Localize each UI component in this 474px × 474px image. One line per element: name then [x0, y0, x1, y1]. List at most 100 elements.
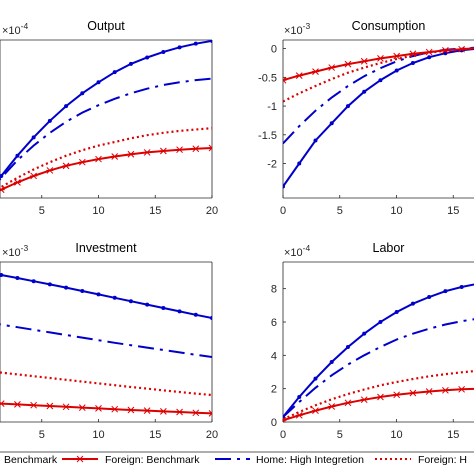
panel-title: Output [87, 19, 125, 33]
series-marker-dot [64, 104, 69, 109]
legend-marker-star [76, 455, 84, 463]
panel-title: Labor [373, 241, 405, 255]
series-marker-dot [329, 121, 334, 126]
series-marker-star [176, 408, 184, 416]
series-marker-star [13, 401, 21, 408]
series-marker-star [159, 147, 167, 155]
series-marker-star [95, 405, 102, 412]
series-marker-star [46, 167, 54, 174]
series-marker-star [0, 400, 5, 407]
series-marker-star [111, 153, 119, 160]
series-marker-dot [112, 70, 117, 75]
series-marker-dot [96, 80, 101, 85]
series-marker-dot [210, 40, 212, 43]
series-marker-dot [297, 395, 302, 399]
series-marker-dot [80, 289, 85, 293]
series-marker-dot [0, 173, 4, 178]
series-marker-star [176, 146, 184, 154]
series-marker-star [295, 72, 303, 79]
y-tick-label: 4 [271, 350, 277, 362]
legend-label: Foreign: Benchmark [105, 454, 200, 466]
panel-output: 5 10 15 20 ×10-4 Output [0, 19, 218, 217]
series-marker-dot [329, 360, 334, 364]
exponent-power: -4 [303, 243, 311, 253]
series-marker-dot [47, 118, 52, 123]
series-marker-star [376, 393, 384, 401]
series-marker-star [208, 144, 212, 152]
series-marker-star [62, 403, 70, 411]
x-tick-label: 20 [206, 429, 218, 441]
panel-consumption: 0 5 10 15 0 -0.5 -1 -1.5 -2 ×10-3 Consumption [258, 19, 474, 217]
series-marker-dot [459, 285, 464, 289]
series-marker-star [360, 396, 368, 404]
legend-label: Home: High Integretion [256, 454, 364, 466]
series-group [283, 45, 474, 189]
series-marker-dot [31, 135, 36, 140]
series-marker-star [311, 407, 319, 415]
series-marker-dot [15, 276, 20, 280]
series-marker-star [441, 386, 449, 394]
series-marker-star [192, 409, 200, 417]
series-line-2 [0, 323, 212, 358]
y-tick-label: 0 [271, 44, 277, 56]
series-line-2 [283, 46, 474, 145]
panel-title: Investment [75, 241, 137, 255]
series-marker-dot [177, 45, 182, 50]
series-marker-star [30, 172, 38, 180]
series-marker-star [393, 52, 401, 60]
exponent-label: ×10-3 [284, 21, 311, 37]
series-marker-dot [410, 301, 415, 306]
series-marker-dot [378, 78, 383, 83]
series-line-2 [283, 318, 474, 418]
series-marker-dot [47, 282, 52, 287]
x-tick-label: 15 [447, 205, 459, 217]
series-marker-star [46, 402, 54, 410]
series-line-4 [283, 370, 474, 421]
series-line-1 [283, 283, 474, 418]
series-group [0, 273, 212, 417]
exponent-power: -4 [21, 21, 29, 31]
x-tick-label: 10 [92, 429, 104, 441]
series-line-4 [283, 47, 474, 103]
series-marker-dot [443, 289, 448, 294]
series-marker-dot [145, 55, 150, 60]
series-marker-star [78, 158, 86, 166]
series-marker-star [360, 57, 368, 65]
series-marker-dot [80, 91, 85, 96]
series-marker-star [95, 155, 102, 163]
series-marker-star [425, 388, 433, 395]
x-tick-label: 15 [149, 429, 161, 441]
series-marker-dot [31, 279, 36, 284]
series-marker-star [143, 149, 151, 156]
series-line-3 [283, 387, 474, 422]
series-marker-star [458, 385, 466, 393]
series-marker-dot [297, 161, 302, 166]
series-marker-dot [427, 55, 432, 60]
x-tick-label: 10 [390, 205, 402, 217]
y-tick-label: 0 [271, 417, 277, 429]
x-tick-label: 0 [280, 429, 286, 441]
x-tick-label: 10 [92, 205, 104, 217]
series-marker-star [208, 410, 212, 417]
series-marker-star [328, 64, 336, 71]
series-marker-dot [345, 345, 350, 349]
panel-title: Consumption [352, 19, 426, 33]
series-marker-star [283, 416, 287, 422]
x-tick-label: 10 [390, 429, 402, 441]
exponent-label: ×10-4 [284, 243, 311, 259]
series-group [283, 283, 474, 422]
series-marker-dot [96, 292, 101, 297]
x-tick-label: 5 [337, 205, 343, 217]
series-line-2 [0, 77, 212, 181]
series-marker-dot [313, 138, 318, 143]
series-marker-dot [313, 376, 318, 381]
series-marker-dot [128, 299, 133, 304]
series-marker-star [13, 179, 21, 186]
series-marker-star [393, 391, 401, 399]
series-marker-dot [161, 49, 166, 54]
series-marker-dot [128, 61, 133, 66]
x-tick-label: 0 [280, 205, 286, 217]
series-marker-dot [345, 104, 350, 109]
y-tick-label: 6 [271, 317, 277, 329]
